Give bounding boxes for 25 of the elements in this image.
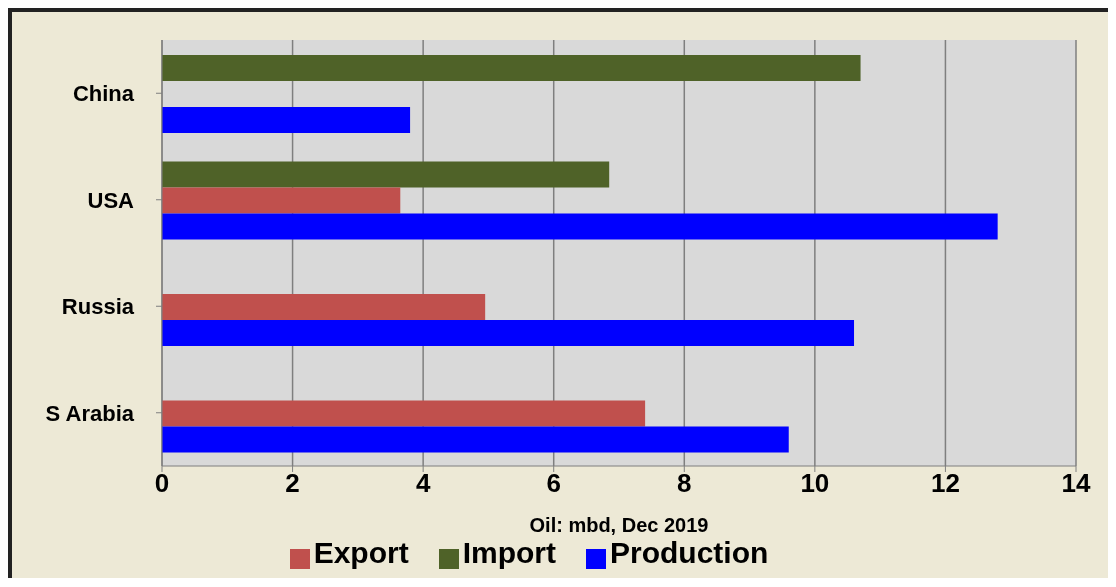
legend-label: Production — [610, 536, 769, 569]
x-tick-label: 14 — [1061, 468, 1091, 499]
x-tick-label: 4 — [415, 468, 431, 499]
bar — [162, 319, 855, 346]
bar — [162, 213, 998, 240]
y-tick-label: S Arabia — [45, 400, 135, 426]
x-tick-label: 0 — [154, 468, 170, 499]
x-tick-label: 10 — [800, 468, 830, 499]
x-axis-title: Oil: mbd, Dec 2019 — [529, 514, 709, 536]
bar — [162, 400, 646, 427]
y-tick-label: Russia — [61, 294, 135, 320]
legend-label: Import — [462, 536, 556, 569]
bar — [162, 161, 610, 188]
bar — [162, 106, 411, 133]
bar — [162, 293, 486, 320]
x-tick-label: 2 — [285, 468, 300, 499]
x-tick-label: 8 — [677, 468, 692, 499]
y-tick-label: USA — [87, 187, 135, 213]
legend-label: Export — [313, 536, 409, 569]
bar — [162, 426, 789, 453]
x-tick-label: 12 — [930, 468, 960, 499]
bar — [162, 187, 401, 214]
bar — [162, 54, 861, 81]
y-tick-label: China — [72, 81, 135, 107]
x-tick-label: 6 — [546, 468, 561, 499]
